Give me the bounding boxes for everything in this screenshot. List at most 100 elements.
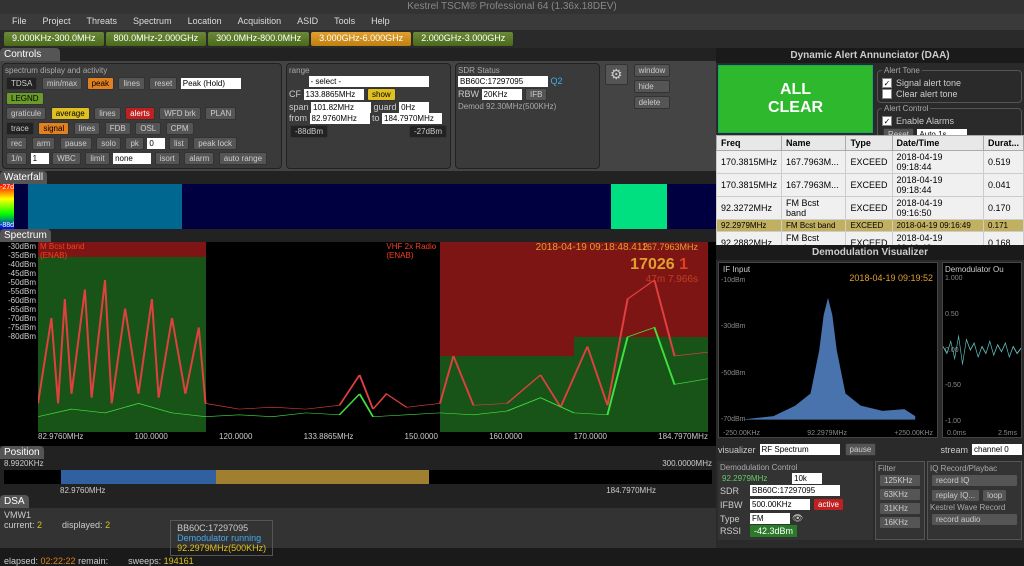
menu-threats[interactable]: Threats: [79, 14, 126, 30]
table-row[interactable]: 92.2979MHzFM Bcst bandEXCEED2018-04-19 0…: [717, 220, 1024, 232]
btn-osl[interactable]: OSL: [135, 122, 161, 135]
iq-replay[interactable]: replay IQ...: [931, 489, 980, 502]
position-panel[interactable]: 8.9920KHz 300.0000MHz 82.9760MHz 184.797…: [0, 459, 716, 495]
tab-2[interactable]: 300.0MHz-800.0MHz: [208, 32, 309, 46]
btn-ifb[interactable]: IFB: [525, 88, 547, 101]
menu-spectrum[interactable]: Spectrum: [125, 14, 180, 30]
btn-peaklock[interactable]: peak lock: [193, 137, 237, 150]
btn-1n[interactable]: 1/n: [6, 152, 27, 165]
dc-ifbw[interactable]: [750, 499, 810, 510]
spectrum-plot[interactable]: -30dBm-35dBm-40dBm -45dBm-50dBm-55dBm -6…: [0, 242, 716, 446]
btn-list[interactable]: list: [169, 137, 189, 150]
demod-output[interactable]: Demodulator Ou 1.0000.500.00-0.50-1.00 0…: [942, 262, 1022, 438]
btn-trace[interactable]: trace: [6, 122, 34, 135]
btn-fdb[interactable]: FDB: [105, 122, 131, 135]
flt-63[interactable]: 63KHz: [879, 488, 921, 501]
btn-alarm[interactable]: alarm: [184, 152, 214, 165]
btn-peak[interactable]: peak: [87, 77, 114, 90]
btn-tdsa[interactable]: TDSA: [6, 77, 37, 90]
eye-icon[interactable]: 👁: [792, 513, 803, 524]
chk-signal-tone[interactable]: ✓: [882, 78, 892, 88]
btn-legend[interactable]: LEGND: [6, 92, 44, 105]
btn-window[interactable]: window: [634, 64, 671, 77]
iq-rec[interactable]: record IQ: [931, 474, 1018, 487]
btn-lines2[interactable]: lines: [94, 107, 120, 120]
table-row[interactable]: 92.2882MHzFM Bcst bandEXCEED2018-04-19 0…: [717, 232, 1024, 246]
peak-mode[interactable]: [181, 78, 241, 89]
dc-freq[interactable]: [720, 473, 790, 484]
iq-loop[interactable]: loop: [982, 489, 1007, 502]
btn-wbc[interactable]: WBC: [52, 152, 81, 165]
menu-acquisition[interactable]: Acquisition: [230, 14, 290, 30]
waterfall-plot[interactable]: -27dBm -88dBm: [0, 184, 716, 229]
tab-4[interactable]: 2.000GHz-3.000GHz: [413, 32, 513, 46]
flt-31[interactable]: 31KHz: [879, 502, 921, 515]
menu-file[interactable]: File: [4, 14, 35, 30]
alert-table[interactable]: Freq Name Type Date/Time Durat... 170.38…: [716, 135, 1024, 245]
limit-val[interactable]: [113, 153, 151, 164]
guard-input[interactable]: [399, 102, 429, 113]
tab-0[interactable]: 9.000KHz-300.0MHz: [4, 32, 104, 46]
dc-sdr[interactable]: [750, 485, 840, 496]
col-dur[interactable]: Durat...: [983, 136, 1023, 151]
pk-val[interactable]: [147, 138, 165, 149]
tab-1[interactable]: 800.0MHz-2.000GHz: [106, 32, 207, 46]
dc-step[interactable]: [792, 473, 822, 484]
btn-graticule[interactable]: graticule: [6, 107, 46, 120]
btn-delete[interactable]: delete: [634, 96, 671, 109]
col-name[interactable]: Name: [782, 136, 846, 151]
btn-plan[interactable]: PLAN: [205, 107, 236, 120]
col-dt[interactable]: Date/Time: [892, 136, 983, 151]
btn-solo[interactable]: solo: [96, 137, 121, 150]
btn-minmax[interactable]: min/max: [42, 77, 82, 90]
btn-autorange[interactable]: auto range: [219, 152, 267, 165]
table-row[interactable]: 92.3272MHzFM Bcst bandEXCEED2018-04-19 0…: [717, 197, 1024, 220]
menu-tools[interactable]: Tools: [326, 14, 363, 30]
btn-alerts[interactable]: alerts: [125, 107, 155, 120]
cf-input[interactable]: [304, 89, 364, 100]
table-row[interactable]: 170.3815MHz167.7963M...EXCEED2018-04-19 …: [717, 151, 1024, 174]
btn-hide[interactable]: hide: [634, 80, 671, 93]
btn-active[interactable]: active: [813, 498, 844, 511]
range-title: range: [289, 66, 448, 75]
btn-pause[interactable]: pause: [845, 443, 877, 456]
chk-enable-alarm[interactable]: ✓: [882, 116, 892, 126]
table-row[interactable]: 170.3815MHz167.7963M...EXCEED2018-04-19 …: [717, 174, 1024, 197]
menu-help[interactable]: Help: [363, 14, 398, 30]
btn-cpm[interactable]: CPM: [166, 122, 194, 135]
viz-select[interactable]: [760, 444, 840, 455]
wave-rec[interactable]: record audio: [931, 513, 1018, 526]
btn-rec[interactable]: rec: [6, 137, 27, 150]
n-val[interactable]: [31, 153, 49, 164]
btn-wfdbrk[interactable]: WFD brk: [159, 107, 201, 120]
btn-pause[interactable]: pause: [60, 137, 92, 150]
dc-type[interactable]: [750, 513, 790, 524]
gear-icon[interactable]: ⚙: [605, 64, 628, 85]
chk-clear-tone[interactable]: [882, 89, 892, 99]
if-plot[interactable]: IF Input 2018-04-19 09:19:52 -10dBm-30dB…: [718, 262, 938, 438]
to-input[interactable]: [382, 113, 442, 124]
btn-isort[interactable]: isort: [155, 152, 180, 165]
btn-pk[interactable]: pk: [125, 137, 143, 150]
btn-average[interactable]: average: [51, 107, 90, 120]
btn-reset[interactable]: reset: [149, 77, 177, 90]
btn-show[interactable]: show: [367, 88, 396, 101]
from-input[interactable]: [310, 113, 370, 124]
menu-location[interactable]: Location: [180, 14, 230, 30]
btn-signal[interactable]: signal: [38, 122, 69, 135]
btn-arm[interactable]: arm: [32, 137, 56, 150]
menu-project[interactable]: Project: [35, 14, 79, 30]
menu-asid[interactable]: ASID: [289, 14, 326, 30]
span-input[interactable]: [311, 102, 371, 113]
rbw-input[interactable]: [482, 89, 522, 100]
flt-125[interactable]: 125KHz: [879, 474, 921, 487]
stream-ch[interactable]: [972, 444, 1022, 455]
col-freq[interactable]: Freq: [717, 136, 782, 151]
btn-lines3[interactable]: lines: [74, 122, 100, 135]
btn-lines1[interactable]: lines: [118, 77, 144, 90]
col-type[interactable]: Type: [846, 136, 892, 151]
btn-limit[interactable]: limit: [85, 152, 109, 165]
range-select[interactable]: [309, 76, 429, 87]
tab-3[interactable]: 3.000GHz-6.000GHz: [311, 32, 411, 46]
flt-16[interactable]: 16KHz: [879, 516, 921, 529]
